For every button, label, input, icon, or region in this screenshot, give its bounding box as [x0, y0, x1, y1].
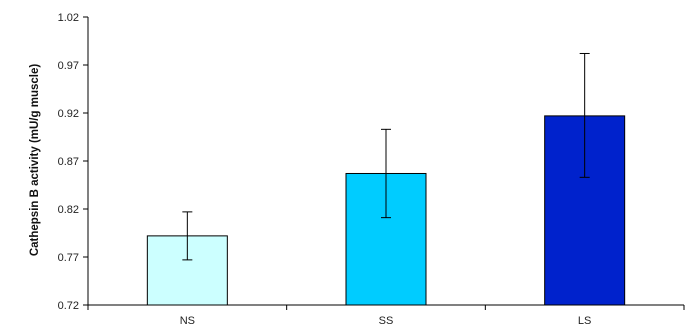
y-tick-label: 0.72 [58, 300, 79, 312]
x-category-label: SS [379, 315, 394, 327]
y-tick-label: 0.97 [58, 60, 79, 72]
x-category-label: LS [578, 315, 591, 327]
y-tick-label: 0.82 [58, 204, 79, 216]
y-axis-label: Cathepsin B activity (mU/g muscle) [29, 64, 41, 257]
y-tick-label: 0.92 [58, 108, 79, 120]
x-category-label: NS [180, 315, 195, 327]
y-tick-label: 0.77 [58, 252, 79, 264]
y-tick-label: 0.87 [58, 156, 79, 168]
y-tick-label: 1.02 [58, 12, 79, 24]
